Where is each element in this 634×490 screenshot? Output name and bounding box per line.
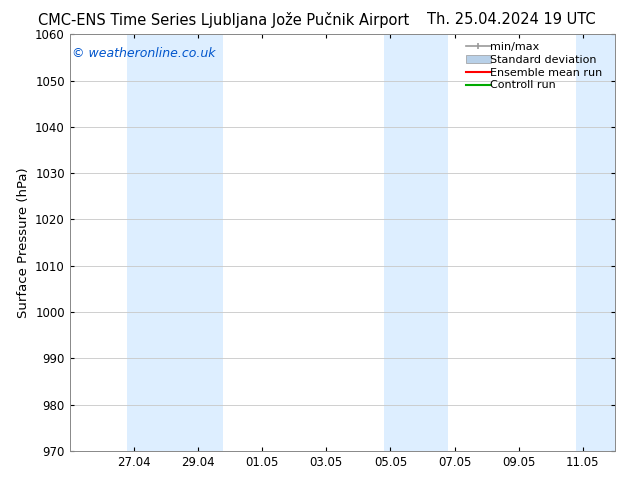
Y-axis label: Surface Pressure (hPa): Surface Pressure (hPa): [16, 167, 30, 318]
Bar: [384, 34, 416, 451]
Bar: [191, 34, 223, 451]
Text: Th. 25.04.2024 19 UTC: Th. 25.04.2024 19 UTC: [427, 12, 596, 27]
Bar: [127, 34, 191, 451]
Legend: min/max, Standard deviation, Ensemble mean run, Controll run: min/max, Standard deviation, Ensemble me…: [464, 40, 609, 93]
Bar: [416, 34, 448, 451]
Bar: [576, 34, 615, 451]
Text: © weatheronline.co.uk: © weatheronline.co.uk: [72, 47, 216, 60]
Text: CMC-ENS Time Series Ljubljana Jože Pučnik Airport: CMC-ENS Time Series Ljubljana Jože Pučni…: [38, 12, 410, 28]
